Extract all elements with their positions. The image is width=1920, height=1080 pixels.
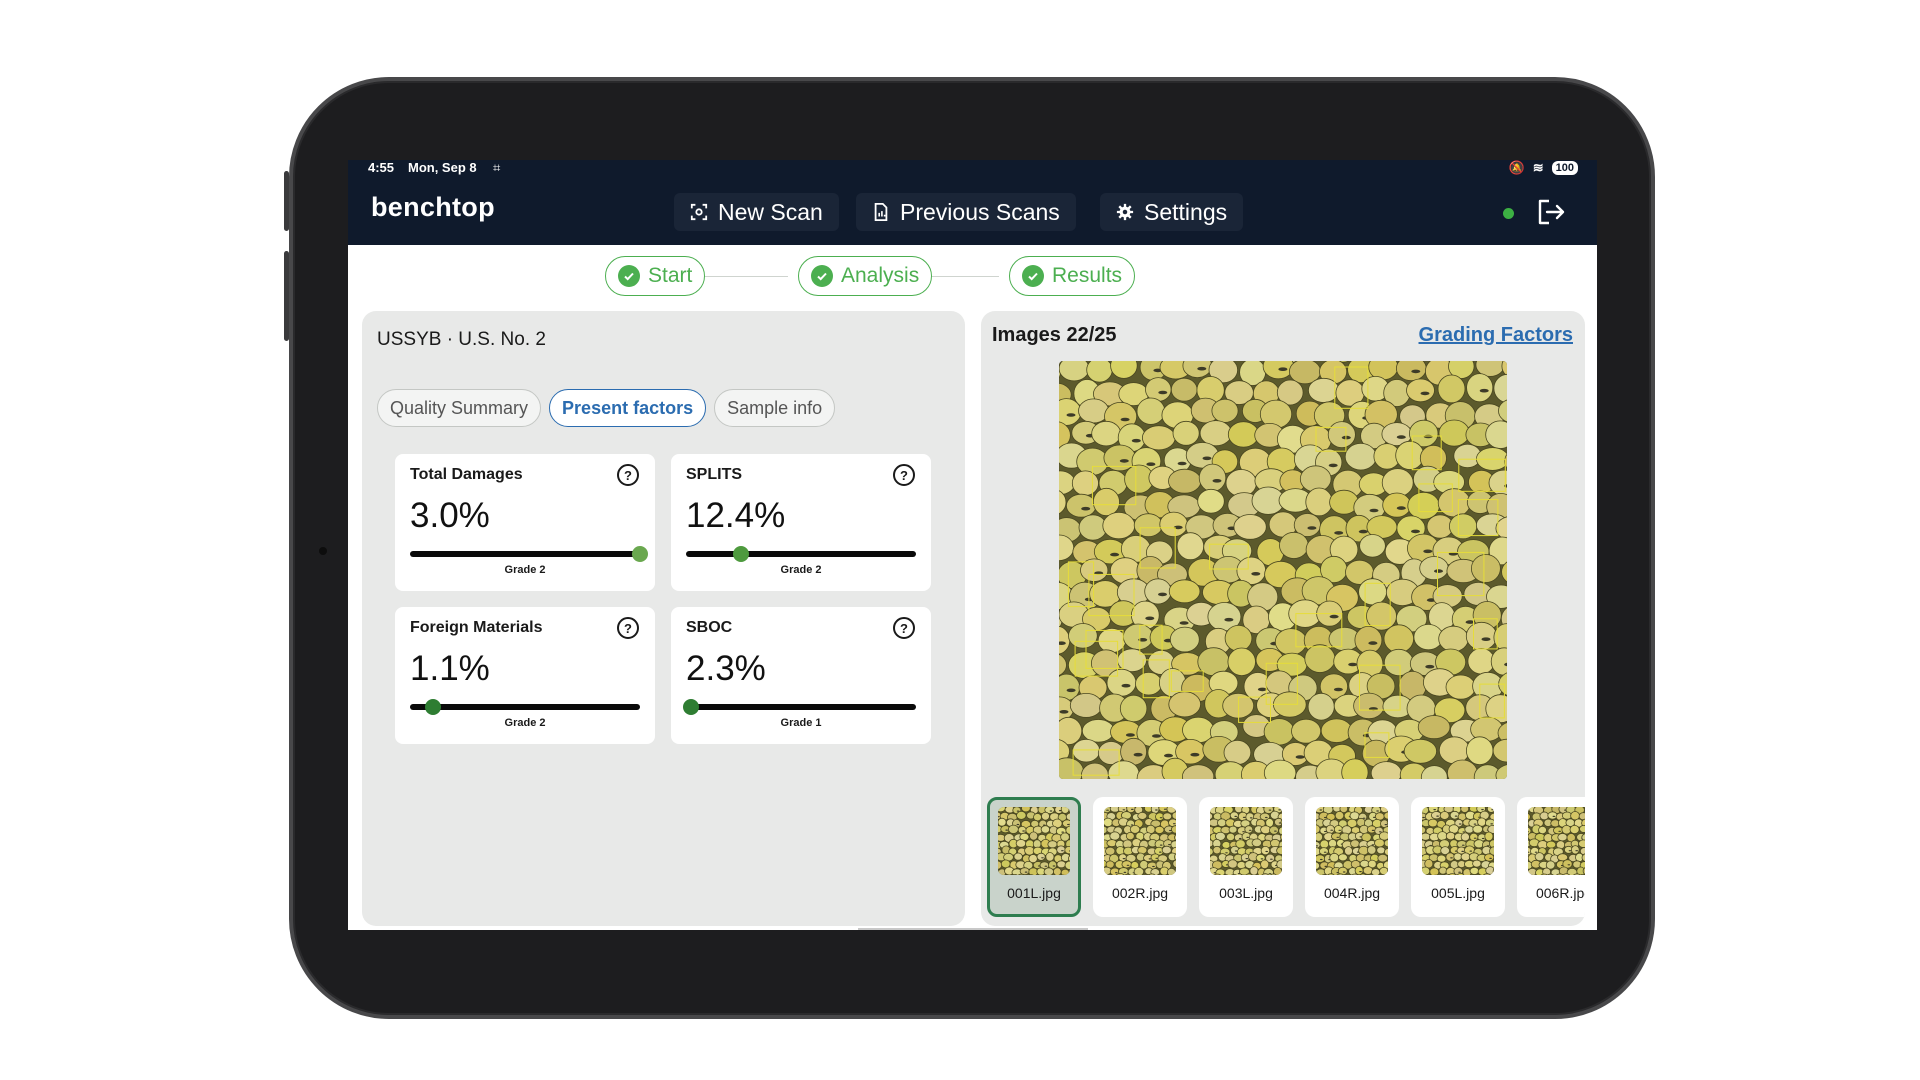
thumbnail-filename: 003L.jpg <box>1219 885 1273 901</box>
factors-panel: USSYB · U.S. No. 2 Quality Summary Prese… <box>362 311 965 926</box>
thumbnail-filename: 005L.jpg <box>1431 885 1485 901</box>
factor-value: 2.3% <box>686 649 766 688</box>
mute-switch <box>284 171 289 231</box>
factor-name: SPLITS <box>686 466 743 483</box>
grade-track <box>686 546 916 562</box>
step-label: Results <box>1052 264 1123 287</box>
grade-track <box>410 699 640 715</box>
image-count: Images 22/25 <box>992 324 1117 346</box>
image-thumbnail[interactable]: 002R.jpg <box>1093 797 1187 917</box>
status-icons: 🔕 ≋ 100 <box>1509 160 1578 176</box>
tab-present-factors[interactable]: Present factors <box>549 389 707 427</box>
grade-track <box>682 699 916 715</box>
check-icon <box>811 265 833 287</box>
status-bar: 4:55 Mon, Sep 8 ⌗ 🔕 ≋ 100 <box>368 160 1578 176</box>
progress-stepper: Start Analysis Results <box>348 256 1597 298</box>
help-icon[interactable]: ? <box>617 464 639 486</box>
grade-knob <box>632 546 648 562</box>
grading-factors-link[interactable]: Grading Factors <box>1418 324 1573 346</box>
app-logo: benchtop <box>371 192 495 222</box>
factor-grade: Grade 2 <box>780 564 822 576</box>
app-screen: 4:55 Mon, Sep 8 ⌗ 🔕 ≋ 100 benchtop New S… <box>348 160 1597 930</box>
wifi-icon: ≋ <box>1532 160 1544 175</box>
factor-card-sboc: SBOC ? 2.3% Grade 1 <box>671 607 931 744</box>
result-tabs: Quality Summary Present factors Sample i… <box>377 389 836 427</box>
thumbnail-image <box>1422 807 1494 875</box>
step-label: Analysis <box>841 264 920 287</box>
factor-value: 1.1% <box>410 649 490 688</box>
factor-name: Total Damages <box>410 466 523 483</box>
new-scan-button[interactable]: New Scan <box>674 193 839 231</box>
step-connector <box>899 276 999 277</box>
sample-grade-title: USSYB · U.S. No. 2 <box>377 329 546 350</box>
factor-grade: Grade 2 <box>504 564 546 576</box>
factor-value: 3.0% <box>410 496 490 535</box>
check-icon <box>1022 265 1044 287</box>
image-thumbnail[interactable]: 001L.jpg <box>987 797 1081 917</box>
thumbnail-strip: 001L.jpg 002R.jpg 003L.jpg 004R.jpg 005L.jpg… <box>987 797 1585 917</box>
grade-knob <box>682 699 699 715</box>
tab-sample-info[interactable]: Sample info <box>714 389 836 427</box>
status-time: 4:55 <box>368 160 395 175</box>
app-header: 4:55 Mon, Sep 8 ⌗ 🔕 ≋ 100 benchtop New S… <box>348 160 1597 245</box>
logout-icon[interactable] <box>1536 198 1566 226</box>
gear-icon <box>1116 203 1134 221</box>
step-start: Start <box>605 256 706 296</box>
factor-card-foreign-materials: Foreign Materials ? 1.1% Grade 2 <box>395 607 655 744</box>
grade-track <box>410 546 648 562</box>
tab-quality-summary[interactable]: Quality Summary <box>377 389 542 427</box>
factor-value: 12.4% <box>686 496 786 535</box>
images-panel: Images 22/25 Grading Factors 001L.jpg 002… <box>981 311 1585 926</box>
previous-scans-button[interactable]: Previous Scans <box>856 193 1076 231</box>
grade-knob <box>733 546 750 562</box>
front-camera <box>319 547 327 555</box>
scan-icon <box>690 203 708 221</box>
thumbnail-filename: 004R.jpg <box>1323 885 1381 901</box>
grade-knob <box>425 699 441 715</box>
thumbnail-filename: 006R.jpg <box>1535 885 1585 901</box>
step-connector <box>688 276 788 277</box>
mute-icon: 🔕 <box>1508 160 1525 175</box>
help-icon[interactable]: ? <box>893 464 915 486</box>
thumbnail-filename: 002R.jpg <box>1111 885 1169 901</box>
factor-card-splits: SPLITS ? 12.4% Grade 2 <box>671 454 931 591</box>
thumbnail-image <box>998 807 1070 875</box>
home-indicator <box>858 928 1088 930</box>
thumbnail-image <box>1210 807 1282 875</box>
factor-grade: Grade 2 <box>504 717 546 729</box>
thumbnail-image <box>1316 807 1388 875</box>
previous-scans-label: Previous Scans <box>900 198 1060 225</box>
connection-status-dot <box>1503 208 1514 219</box>
step-results: Results <box>1009 256 1136 296</box>
screen-record-icon: ⌗ <box>493 160 501 175</box>
volume-button <box>284 251 289 341</box>
help-icon[interactable]: ? <box>893 617 915 639</box>
image-thumbnail[interactable]: 004R.jpg <box>1305 797 1399 917</box>
soybean-scan-image <box>1059 361 1507 779</box>
thumbnail-image <box>1104 807 1176 875</box>
new-scan-label: New Scan <box>718 198 823 225</box>
factor-card-total-damages: Total Damages ? 3.0% Grade 2 <box>395 454 655 591</box>
sample-scan-image[interactable] <box>1059 361 1507 779</box>
thumbnail-image <box>1528 807 1585 875</box>
step-analysis: Analysis <box>798 256 933 296</box>
factor-grade: Grade 1 <box>780 717 822 729</box>
battery-indicator: 100 <box>1551 161 1578 175</box>
settings-button[interactable]: Settings <box>1100 193 1244 231</box>
document-chart-icon <box>874 203 888 221</box>
thumbnail-filename: 001L.jpg <box>1007 885 1061 901</box>
status-date: Mon, Sep 8 <box>408 160 477 175</box>
step-label: Start <box>648 264 693 287</box>
factor-name: Foreign Materials <box>410 619 543 636</box>
image-thumbnail[interactable]: 003L.jpg <box>1199 797 1293 917</box>
image-thumbnail[interactable]: 006R.jpg <box>1517 797 1585 917</box>
help-icon[interactable]: ? <box>617 617 639 639</box>
check-icon <box>618 265 640 287</box>
image-thumbnail[interactable]: 005L.jpg <box>1411 797 1505 917</box>
settings-label: Settings <box>1144 198 1228 225</box>
factor-name: SBOC <box>686 619 733 636</box>
